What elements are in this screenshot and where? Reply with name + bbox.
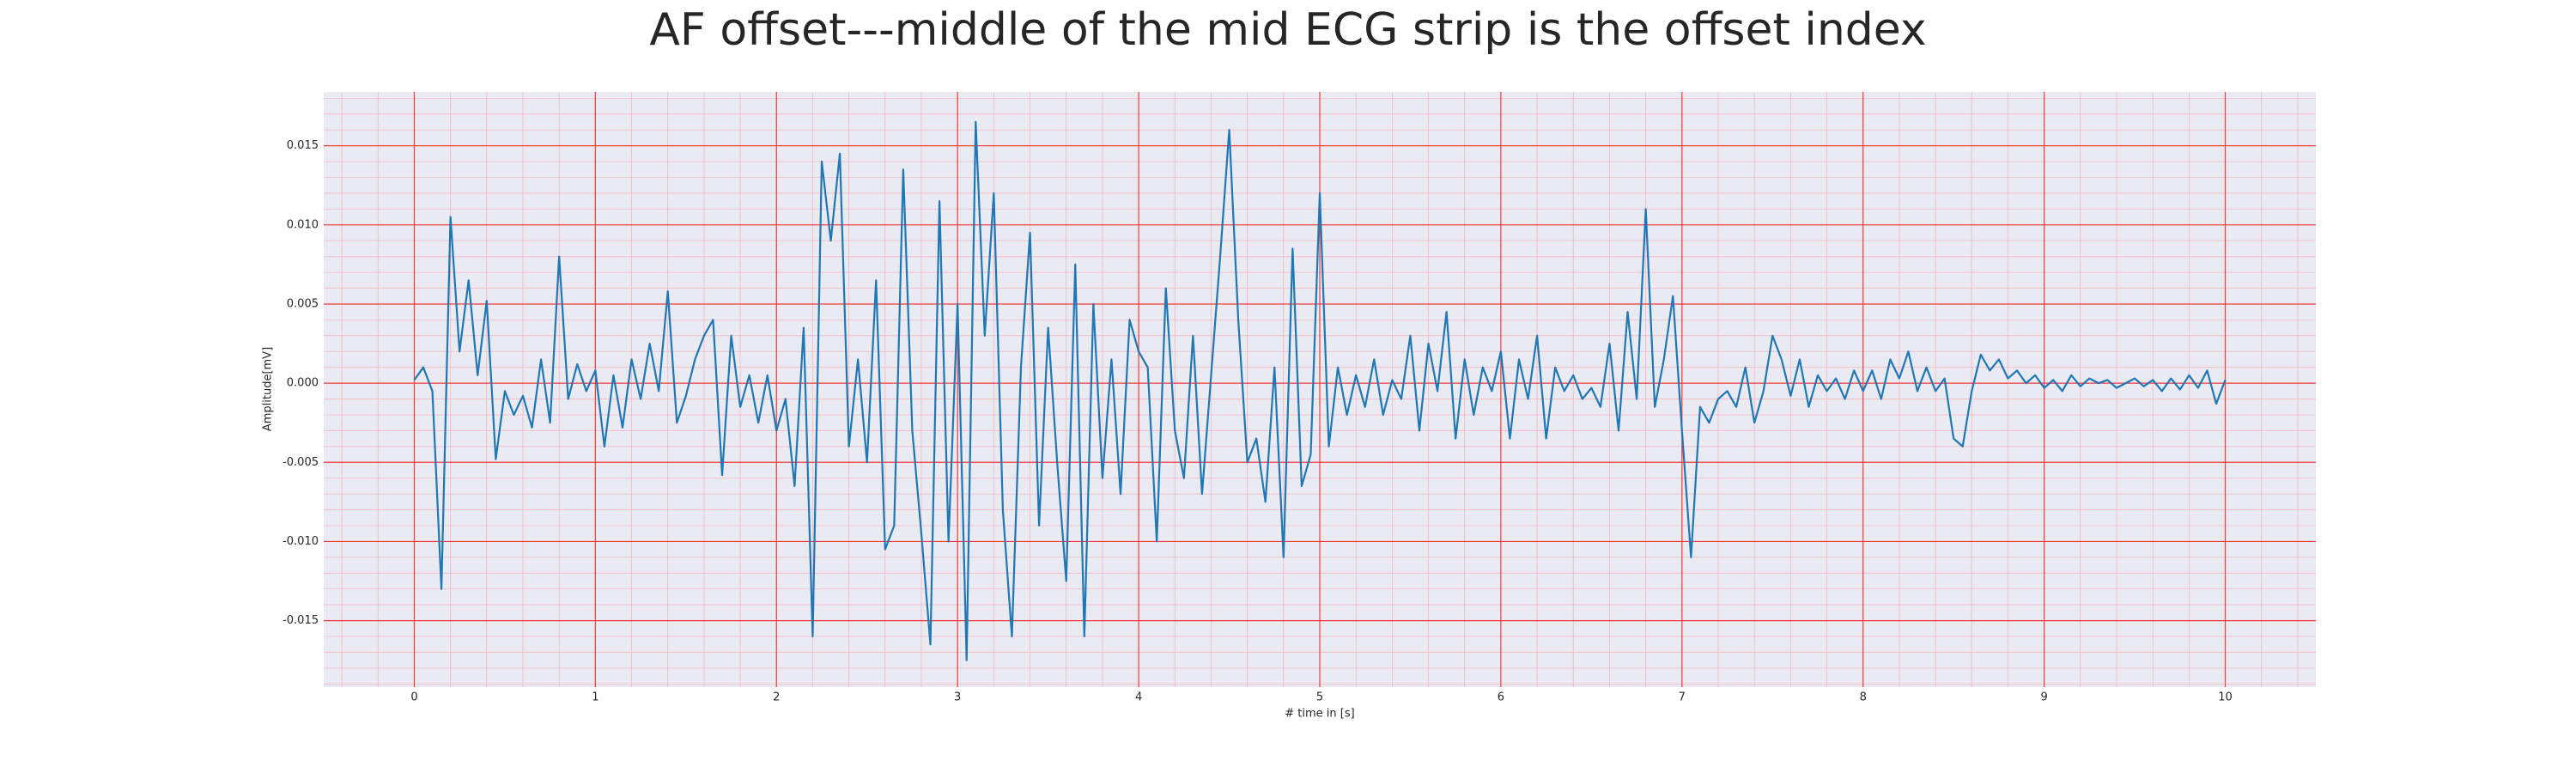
y-tick-label: -0.015 xyxy=(283,614,319,627)
x-tick-label: 5 xyxy=(1316,691,1323,704)
plot-marks xyxy=(413,120,2227,661)
x-tick-label: 7 xyxy=(1679,691,1686,704)
grid xyxy=(324,92,2316,687)
x-axis-label: # time in [s] xyxy=(1285,708,1354,721)
chart-title: AF offset---middle of the mid ECG strip … xyxy=(649,4,1926,56)
x-tick-label: 6 xyxy=(1498,691,1504,704)
y-axis-label: Amplitude[mV] xyxy=(262,347,275,431)
x-tick-label: 9 xyxy=(2040,691,2047,704)
y-tick-label: -0.010 xyxy=(283,535,319,548)
signal-line xyxy=(413,120,2227,661)
x-tick-label: 2 xyxy=(773,691,780,704)
labels: 0 1 2 3 4 5 6 7 8 9 10 -0.015 -0.010 -0.005 0.000 0.005… xyxy=(283,139,2233,703)
y-tick-label: 0.000 xyxy=(287,377,319,390)
y-tick-label: 0.005 xyxy=(287,297,319,310)
x-tick-label: 8 xyxy=(1860,691,1867,704)
x-tick-label: 4 xyxy=(1135,691,1142,704)
x-tick-label: 10 xyxy=(2218,691,2233,704)
x-tick-label: 1 xyxy=(592,691,598,704)
x-tick-label: 0 xyxy=(410,691,417,704)
y-tick-label: -0.005 xyxy=(283,456,319,469)
y-tick-label: 0.015 xyxy=(287,139,319,152)
x-tick-label: 3 xyxy=(954,691,961,704)
y-tick-label: 0.010 xyxy=(287,218,319,231)
